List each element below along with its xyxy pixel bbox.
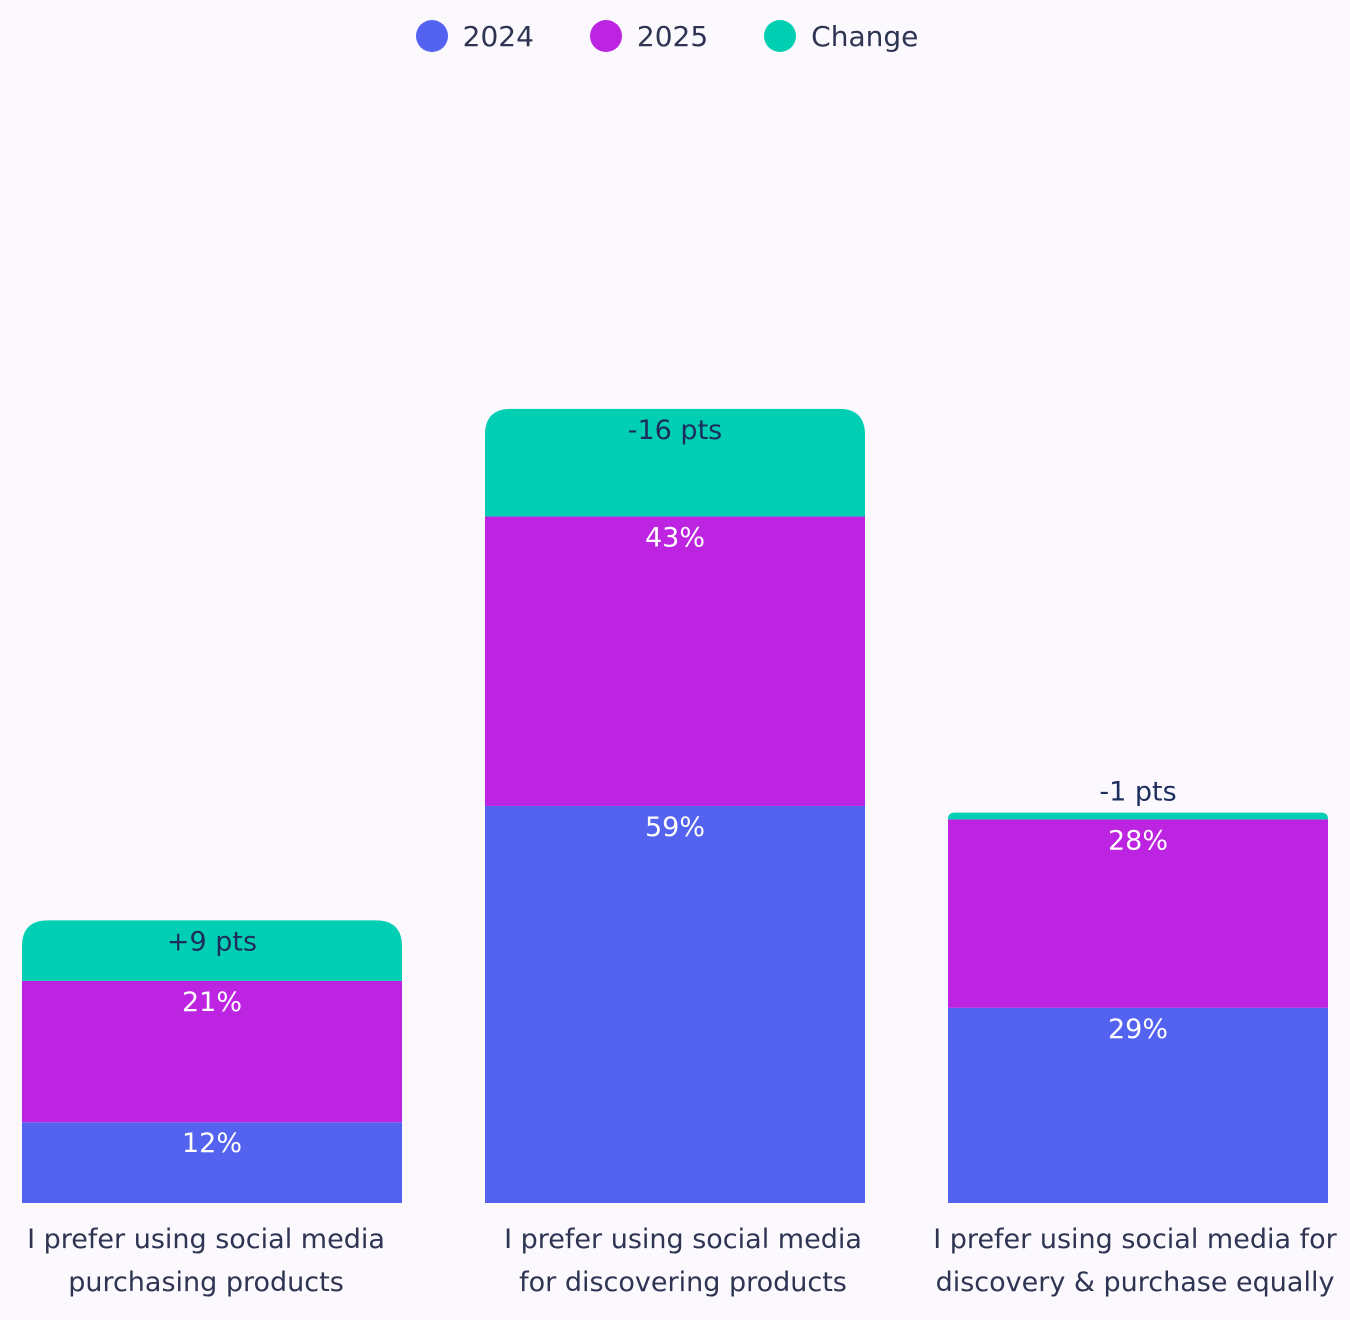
data-label-2024-1: 12% bbox=[182, 1128, 242, 1159]
data-label-2024-3: 29% bbox=[1108, 1014, 1168, 1045]
data-label-2025-2: 43% bbox=[645, 523, 705, 554]
category-label-2-line1: I prefer using social media bbox=[504, 1224, 862, 1255]
category-label-2-line2: for discovering products bbox=[519, 1267, 847, 1298]
data-label-change-2: -16 pts bbox=[628, 415, 722, 446]
data-label-change-3: -1 pts bbox=[1099, 777, 1176, 808]
bar-segment-2024-1[interactable] bbox=[22, 1122, 402, 1203]
legend-item-2025[interactable]: 2025 bbox=[589, 19, 709, 53]
data-label-change-1: +9 pts bbox=[167, 926, 257, 957]
legend-item-2024[interactable]: 2024 bbox=[415, 19, 534, 53]
bar-group-1: 12% 21% +9 pts bbox=[22, 920, 402, 1203]
data-label-2024-2: 59% bbox=[645, 812, 705, 843]
category-label-1-line1: I prefer using social media bbox=[27, 1224, 385, 1255]
bar-group-2: 59% 43% -16 pts bbox=[485, 408, 865, 1203]
bar-segment-2025-2[interactable] bbox=[485, 516, 865, 806]
category-label-1: I prefer using social media purchasing p… bbox=[0, 1218, 416, 1304]
category-label-3-line1: I prefer using social media for bbox=[933, 1224, 1337, 1255]
bar-segment-change-1[interactable] bbox=[22, 920, 402, 981]
legend-item-change[interactable]: Change bbox=[764, 20, 918, 53]
legend-swatch-2025 bbox=[589, 20, 622, 52]
legend-swatch-2024 bbox=[415, 20, 448, 52]
legend-label-2025: 2025 bbox=[636, 19, 709, 53]
bar-segment-2024-3[interactable] bbox=[948, 1007, 1328, 1203]
bar-segment-change-3[interactable] bbox=[948, 812, 1328, 820]
legend: 2024 2025 Change bbox=[0, 14, 1342, 58]
data-label-2025-1: 21% bbox=[182, 987, 242, 1018]
category-label-2: I prefer using social media for discover… bbox=[473, 1218, 893, 1304]
data-label-2025-3: 28% bbox=[1108, 825, 1168, 856]
bar-segment-2024-2[interactable] bbox=[485, 805, 865, 1203]
legend-label-2024: 2024 bbox=[462, 19, 534, 53]
bar-segment-2025-3[interactable] bbox=[948, 819, 1328, 1008]
bar-segment-2025-1[interactable] bbox=[22, 980, 402, 1123]
bar-segment-change-2[interactable] bbox=[485, 408, 865, 517]
bar-group-3: 29% 28% -1 pts bbox=[948, 777, 1328, 1203]
legend-swatch-change bbox=[764, 20, 797, 52]
category-label-1-line2: purchasing products bbox=[68, 1267, 344, 1298]
category-label-3: I prefer using social media for discover… bbox=[925, 1218, 1345, 1304]
category-label-3-line2: discovery & purchase equally bbox=[935, 1267, 1335, 1298]
legend-label-change: Change bbox=[811, 19, 919, 53]
